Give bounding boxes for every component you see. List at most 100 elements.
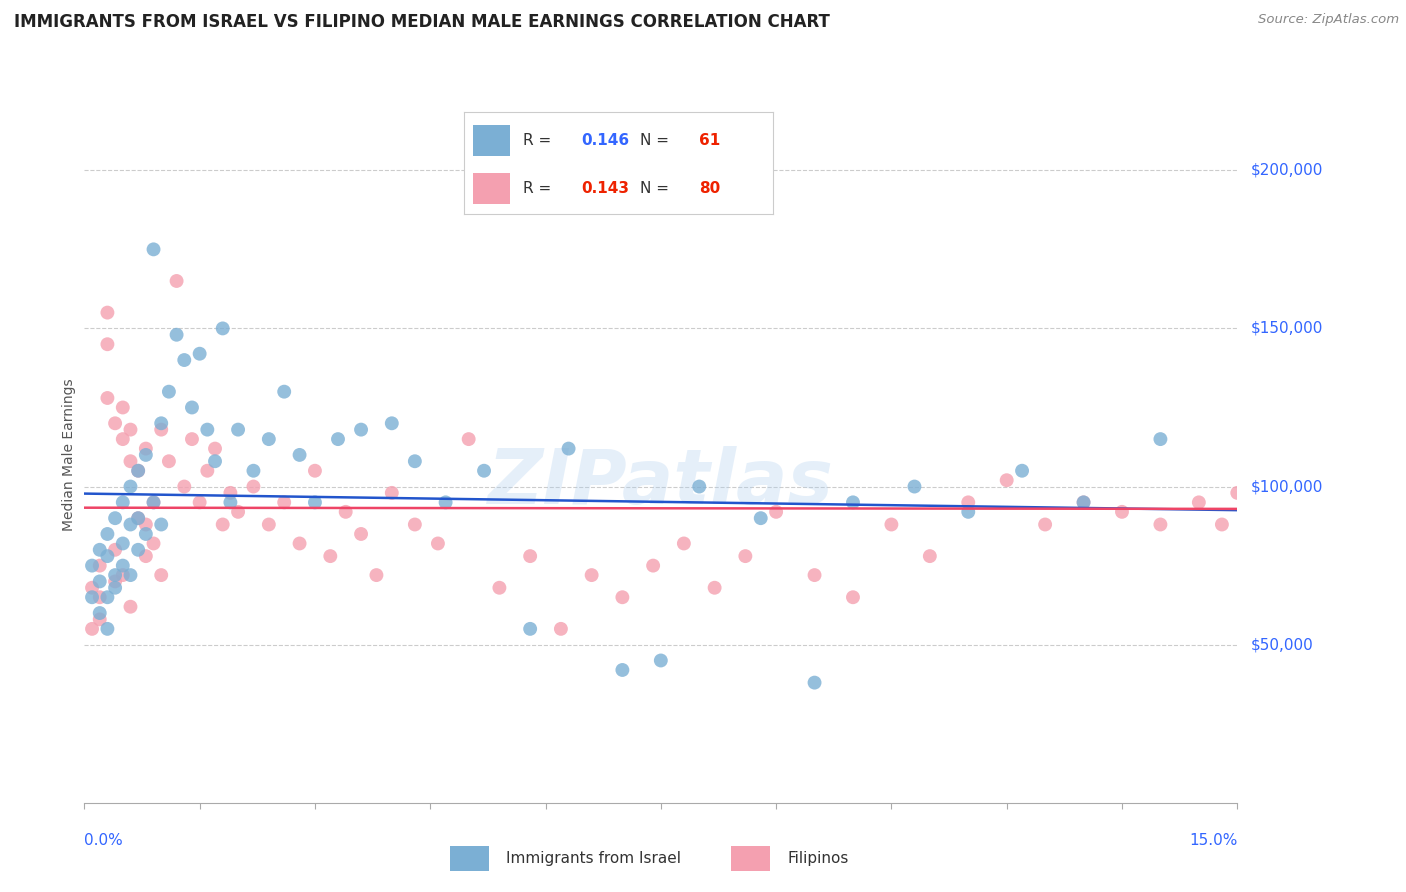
Point [135,442,157,456]
Point [150,423,173,437]
Point [688,479,710,493]
Point [957,495,980,509]
Point [1211,517,1233,532]
Point [550,622,572,636]
Point [242,464,264,478]
Point [211,517,233,532]
Point [135,448,157,462]
Point [1073,495,1095,509]
Point [366,568,388,582]
Point [381,417,404,431]
Point [142,495,165,509]
Point [111,536,134,550]
Text: R =: R = [523,181,555,196]
Point [166,274,188,288]
Point [127,542,149,557]
Point [381,486,404,500]
Point [111,401,134,415]
Point [204,442,226,456]
Point [181,401,204,415]
Text: 61: 61 [699,133,720,148]
Text: $200,000: $200,000 [1251,163,1323,178]
Point [195,464,218,478]
Text: $150,000: $150,000 [1251,321,1323,336]
Point [273,384,295,399]
Text: IMMIGRANTS FROM ISRAEL VS FILIPINO MEDIAN MALE EARNINGS CORRELATION CHART: IMMIGRANTS FROM ISRAEL VS FILIPINO MEDIA… [14,13,830,31]
Point [96,527,118,541]
Point [1319,432,1341,446]
Point [1303,454,1326,468]
Point [142,243,165,257]
Point [581,568,603,582]
Point [120,479,142,493]
Point [350,423,373,437]
Text: N =: N = [640,133,673,148]
Point [1341,442,1364,456]
Point [173,353,195,368]
Point [142,536,165,550]
Point [135,527,157,541]
Point [404,517,426,532]
Point [211,321,233,335]
Point [1226,486,1249,500]
Text: ZIPatlas: ZIPatlas [488,446,834,520]
Point [80,581,103,595]
Point [219,486,242,500]
Point [803,568,825,582]
Point [188,347,211,361]
Point [195,423,218,437]
Point [519,549,541,563]
Point [181,432,204,446]
Point [749,511,772,525]
Point [557,442,579,456]
Point [188,495,211,509]
Point [80,622,103,636]
Point [257,517,280,532]
Point [1033,517,1056,532]
Point [319,549,342,563]
Point [335,505,357,519]
Point [257,432,280,446]
Point [135,549,157,563]
Point [120,599,142,614]
Point [80,558,103,573]
FancyBboxPatch shape [474,173,510,204]
Point [96,591,118,605]
Point [111,558,134,573]
Point [104,542,127,557]
Point [1011,464,1033,478]
Point [404,454,426,468]
Point [204,454,226,468]
Point [1111,505,1133,519]
Point [457,432,479,446]
Point [426,536,449,550]
Point [918,549,941,563]
Point [219,495,242,509]
Point [242,479,264,493]
Point [104,417,127,431]
Point [350,527,373,541]
Point [150,417,173,431]
Point [127,511,149,525]
Point [135,517,157,532]
Point [127,464,149,478]
Point [89,542,111,557]
Point [104,568,127,582]
Point [157,454,180,468]
Text: 0.0%: 0.0% [84,833,124,848]
Point [104,511,127,525]
Point [96,391,118,405]
Point [104,581,127,595]
Point [703,581,725,595]
Point [89,574,111,589]
Point [765,505,787,519]
Point [127,464,149,478]
Point [734,549,756,563]
Point [288,448,311,462]
Point [643,558,665,573]
Point [166,327,188,342]
Point [1364,423,1386,437]
Text: R =: R = [523,133,555,148]
Point [1288,479,1310,493]
Point [120,423,142,437]
